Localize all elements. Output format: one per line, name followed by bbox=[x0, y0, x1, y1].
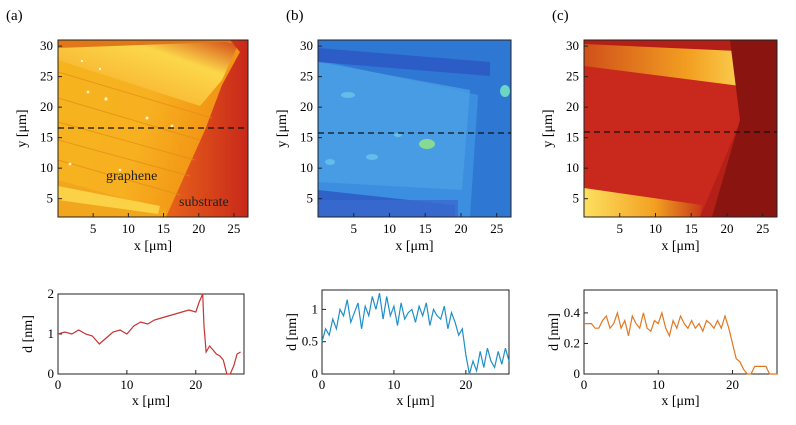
plot-c-ylabel: d [nm] bbox=[547, 313, 562, 351]
map-c-ylabel: y [μm] bbox=[541, 109, 556, 147]
plot-c-xtick-label: 10 bbox=[652, 377, 665, 392]
map-c-ytick-label: 30 bbox=[566, 38, 579, 53]
plot-a-xtick-label: 20 bbox=[189, 377, 202, 392]
plot-b-frame bbox=[321, 289, 510, 375]
map-a-ylabel: y [μm] bbox=[15, 109, 30, 147]
map-a-xlabel: x [μm] bbox=[134, 239, 172, 254]
plot-b-xtick-label: 20 bbox=[459, 377, 472, 392]
plot-a-ytick-label: 2 bbox=[48, 286, 55, 301]
map-c-ytick-label: 20 bbox=[566, 99, 579, 114]
plot-b-series-line bbox=[321, 293, 510, 375]
map-a-image bbox=[58, 40, 248, 217]
panel-label-b: (b) bbox=[286, 8, 304, 24]
map-b-ytick-label: 25 bbox=[300, 69, 313, 84]
map-b-xtick-label: 10 bbox=[383, 221, 396, 236]
map-b-ytick-label: 20 bbox=[300, 99, 313, 114]
plot-c-ytick-label: 0.4 bbox=[564, 305, 581, 320]
map-b-xlabel: x [μm] bbox=[395, 239, 433, 254]
map-b-xtick-label: 5 bbox=[350, 221, 357, 236]
plot-a-series-line bbox=[57, 293, 241, 375]
plot-c-series-line bbox=[584, 310, 777, 375]
plot-b-xtick-label: 0 bbox=[319, 377, 326, 392]
map-b-ytick-label: 15 bbox=[300, 130, 313, 145]
map-a-xtick-label: 20 bbox=[192, 221, 205, 236]
map-a-ytick-label: 5 bbox=[47, 191, 54, 206]
plot-c-xtick-label: 0 bbox=[581, 377, 588, 392]
plot-a-ytick-label: 1 bbox=[48, 326, 55, 341]
map-b-xtick-label: 20 bbox=[454, 221, 467, 236]
map-c-ytick-label: 5 bbox=[573, 191, 580, 206]
map-a-ytick-label: 30 bbox=[40, 38, 53, 53]
map-b-ylabel: y [μm] bbox=[275, 109, 290, 147]
map-a-ytick-label: 10 bbox=[40, 160, 53, 175]
plot-b-ytick-label: 0 bbox=[312, 366, 319, 381]
plot-a-xtick-label: 0 bbox=[55, 377, 62, 392]
plot-b-ytick-label: 1 bbox=[312, 301, 319, 316]
map-c-image bbox=[584, 40, 777, 217]
map-c-ytick-label: 15 bbox=[566, 130, 579, 145]
map-b-image bbox=[318, 40, 511, 217]
map-b-ytick-label: 30 bbox=[300, 38, 313, 53]
plot-b-ytick-label: 0.5 bbox=[302, 334, 318, 349]
map-c-xtick-label: 10 bbox=[649, 221, 662, 236]
plot-c-ytick-label: 0 bbox=[574, 366, 581, 381]
panel-label-c: (c) bbox=[552, 8, 569, 24]
plot-a-xlabel: x [μm] bbox=[132, 394, 170, 409]
map-c-xtick-label: 20 bbox=[720, 221, 733, 236]
plot-a-xtick-label: 10 bbox=[120, 377, 133, 392]
plot-b-ylabel: d [nm] bbox=[285, 313, 300, 351]
plot-b-xtick-label: 10 bbox=[387, 377, 400, 392]
plot-c-ytick-label: 0.2 bbox=[564, 335, 580, 350]
plot-a-frame bbox=[57, 293, 245, 375]
map-b-xtick-label: 25 bbox=[490, 221, 503, 236]
map-a-xtick-label: 25 bbox=[227, 221, 240, 236]
plot-c-xlabel: x [μm] bbox=[661, 394, 699, 409]
map-b-ytick-label: 10 bbox=[300, 160, 313, 175]
line-plot-b: 0 10 20 0 0.5 1 x [μm] d [nm] bbox=[285, 289, 510, 409]
map-b-xtick-label: 15 bbox=[419, 221, 432, 236]
plot-b-xlabel: x [μm] bbox=[396, 394, 434, 409]
map-b-frame bbox=[317, 39, 512, 218]
map-a-ytick-label: 15 bbox=[40, 130, 53, 145]
map-c-xtick-label: 15 bbox=[685, 221, 698, 236]
plot-c-frame bbox=[583, 289, 778, 375]
map-a-xtick-label: 10 bbox=[122, 221, 135, 236]
panel-label-a: (a) bbox=[6, 8, 23, 24]
map-c-frame bbox=[583, 39, 778, 218]
map-c-xlabel: x [μm] bbox=[661, 239, 699, 254]
map-a-ytick-label: 20 bbox=[40, 99, 53, 114]
map-b-ytick-label: 5 bbox=[307, 191, 314, 206]
line-plot-a: 0 10 20 0 1 2 x [μm] d [nm] bbox=[21, 286, 245, 409]
map-a-xtick-label: 15 bbox=[157, 221, 170, 236]
map-c-ytick-label: 10 bbox=[566, 160, 579, 175]
plot-c-xtick-label: 20 bbox=[726, 377, 739, 392]
line-plot-c: 0 10 20 0 0.2 0.4 x [μm] d [nm] bbox=[547, 289, 778, 409]
annotation-graphene: graphene bbox=[106, 169, 157, 184]
map-c-ytick-label: 25 bbox=[566, 69, 579, 84]
map-c-xtick-label: 5 bbox=[616, 221, 623, 236]
map-c-xtick-label: 25 bbox=[756, 221, 769, 236]
map-a-xtick-label: 5 bbox=[90, 221, 97, 236]
plot-a-ylabel: d [nm] bbox=[21, 315, 36, 353]
plot-a-ytick-label: 0 bbox=[48, 366, 55, 381]
map-a-ytick-label: 25 bbox=[40, 69, 53, 84]
annotation-substrate: substrate bbox=[179, 195, 229, 210]
